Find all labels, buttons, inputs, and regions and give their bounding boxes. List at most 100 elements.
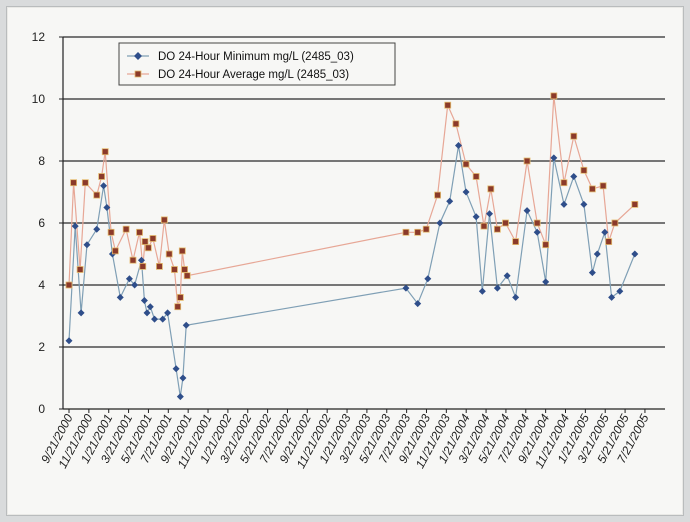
- y-tick-label: 6: [38, 216, 45, 230]
- y-axis-ticks: 0 2 4 6 8 10 12: [32, 30, 63, 416]
- data-point-minimum: [100, 182, 108, 190]
- line-chart: 0 2 4 6 8 10 12 9/21/200011/21/20001/21/20013/…: [32, 30, 665, 471]
- data-point-average: [122, 225, 130, 233]
- data-point-average: [402, 228, 410, 236]
- data-point-minimum: [131, 281, 139, 289]
- data-point-minimum: [77, 309, 85, 317]
- data-point-minimum: [140, 297, 148, 304]
- data-point-minimum: [414, 300, 422, 308]
- data-point-average: [422, 225, 430, 233]
- data-point-average: [444, 101, 452, 109]
- legend-label-minimum: DO 24-Hour Minimum mg/L (2485_03): [158, 51, 354, 63]
- y-tick-label: 10: [32, 92, 46, 106]
- legend-marker-minimum: [134, 52, 142, 60]
- data-point-average: [160, 216, 168, 224]
- data-point-average: [480, 222, 488, 230]
- legend-marker-average: [134, 70, 142, 78]
- data-point-average: [452, 120, 460, 128]
- data-point-average: [605, 238, 613, 246]
- chart-frame: 0 2 4 6 8 10 12 9/21/2000 11/21/2000 1/21/2001 3/…: [6, 6, 684, 516]
- plot-area: [65, 92, 639, 401]
- data-point-minimum: [533, 228, 541, 236]
- y-tick-label: 4: [38, 278, 45, 292]
- data-point-minimum: [182, 321, 190, 329]
- legend: DO 24-Hour Minimum mg/L (2485_03) DO 24-…: [118, 42, 396, 86]
- data-point-average: [98, 173, 106, 180]
- data-point-average: [176, 293, 184, 301]
- data-point-average: [599, 182, 607, 190]
- data-point-average: [76, 266, 84, 273]
- data-point-minimum: [159, 315, 167, 323]
- legend-label-average: DO 24-Hour Average mg/L (2485_03): [158, 69, 349, 81]
- data-point-minimum: [580, 200, 588, 208]
- data-point-average: [472, 173, 480, 180]
- data-point-average: [493, 225, 501, 233]
- data-point-average: [129, 256, 137, 264]
- data-point-minimum: [523, 207, 531, 215]
- data-point-minimum: [550, 154, 558, 162]
- data-point-minimum: [93, 225, 101, 233]
- data-point-minimum: [542, 278, 550, 286]
- data-point-average: [171, 266, 178, 273]
- data-point-average: [149, 235, 157, 242]
- data-point-minimum: [146, 303, 154, 311]
- data-point-average: [174, 303, 182, 311]
- y-tick-label: 8: [38, 154, 45, 168]
- data-point-average: [523, 157, 531, 165]
- data-point-minimum: [616, 287, 624, 295]
- data-point-minimum: [601, 228, 609, 236]
- data-point-minimum: [137, 256, 145, 264]
- x-axis-ticks: 9/21/200011/21/20001/21/20013/21/20015/2…: [38, 409, 652, 471]
- data-point-minimum: [179, 374, 187, 382]
- data-point-minimum: [143, 309, 151, 317]
- data-point-average: [631, 200, 639, 208]
- data-point-average: [434, 191, 442, 199]
- series-line-average: [68, 95, 636, 307]
- data-point-minimum: [608, 293, 616, 301]
- data-point-average: [165, 250, 173, 258]
- data-point-minimum: [570, 173, 578, 180]
- data-point-average: [414, 228, 422, 236]
- data-point-average: [487, 185, 495, 193]
- data-point-minimum: [424, 275, 432, 283]
- data-point-minimum: [455, 142, 463, 149]
- data-point-average: [107, 228, 115, 236]
- data-point-average: [156, 262, 163, 270]
- data-point-average: [502, 219, 509, 227]
- data-point-minimum: [486, 210, 494, 218]
- data-point-minimum: [472, 213, 480, 221]
- data-point-minimum: [631, 250, 639, 258]
- data-point-average: [611, 219, 619, 227]
- data-point-minimum: [103, 204, 111, 211]
- data-point-average: [181, 266, 188, 273]
- data-point-average: [550, 92, 558, 100]
- data-point-minimum: [436, 219, 444, 227]
- data-point-average: [183, 272, 191, 280]
- y-tick-label: 0: [38, 402, 45, 416]
- data-point-minimum: [125, 275, 133, 283]
- data-point-average: [81, 179, 89, 187]
- data-point-minimum: [402, 284, 410, 292]
- data-point-minimum: [151, 315, 159, 323]
- data-point-average: [136, 228, 143, 236]
- data-point-minimum: [593, 250, 601, 258]
- data-point-minimum: [164, 309, 172, 317]
- data-point-average: [139, 262, 147, 270]
- data-point-minimum: [71, 222, 79, 230]
- data-point-average: [141, 238, 149, 246]
- data-point-average: [533, 219, 541, 227]
- data-point-average: [65, 281, 73, 289]
- data-point-average: [512, 238, 520, 246]
- data-point-average: [462, 160, 470, 168]
- data-point-minimum: [493, 284, 501, 292]
- data-point-minimum: [478, 287, 486, 295]
- data-point-average: [588, 185, 596, 193]
- data-point-minimum: [462, 188, 470, 196]
- data-point-minimum: [172, 365, 180, 373]
- data-point-minimum: [446, 197, 454, 205]
- data-point-average: [93, 191, 101, 199]
- data-point-minimum: [560, 200, 568, 208]
- data-point-minimum: [503, 272, 511, 280]
- data-point-average: [111, 247, 119, 255]
- data-point-minimum: [116, 293, 124, 301]
